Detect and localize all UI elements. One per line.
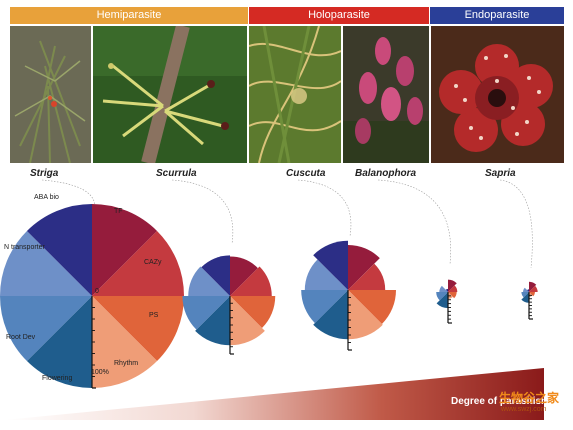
wedge-scurrula-root-dev [182, 296, 230, 330]
cuscuta-photo [249, 26, 341, 163]
axis-label-aba: ABA bio [34, 194, 59, 201]
wedge-sapria-aba-bio [527, 289, 529, 292]
wedge-balanophora-ps [448, 292, 457, 299]
axis-label-tf: TF [114, 208, 123, 215]
axis-label-zero: 0 [95, 288, 99, 295]
wedge-sapria-tf [529, 281, 537, 292]
species-label-striga: Striga [30, 168, 59, 179]
wedge-sapria-cazy [529, 285, 538, 292]
species-label-scurrula: Scurrula [156, 168, 197, 179]
leader-line-sapria [499, 179, 533, 268]
wedge-sapria-flowering [521, 292, 529, 303]
radial-chart-cuscuta [297, 179, 396, 351]
radial-chart-striga [0, 179, 184, 389]
scurrula-photo [93, 26, 247, 163]
wedge-scurrula-aba-bio [201, 255, 230, 296]
wedge-striga-n-transporter [0, 230, 92, 296]
category-label-endoparasite: Endoparasite [464, 9, 530, 21]
category-band-holoparasite: Holoparasite [249, 7, 429, 24]
wedge-cuscuta-aba-bio [313, 240, 348, 290]
wedge-sapria-n-transporter [523, 287, 529, 292]
wedge-cuscuta-cazy [348, 263, 386, 290]
wedge-scurrula-n-transporter [188, 266, 230, 296]
wedge-striga-cazy [92, 230, 184, 296]
species-label-balanophora: Balanophora [355, 168, 417, 179]
species-label-sapria: Sapria [485, 168, 516, 179]
sapria-photo [431, 26, 564, 163]
wedge-balanophora-rhythm [448, 292, 453, 299]
wedge-balanophora-aba-bio [445, 288, 448, 292]
balanophora-photo [343, 26, 429, 163]
wedge-balanophora-cazy [448, 285, 458, 292]
radial-chart-balanophora [377, 179, 458, 324]
wedge-striga-flowering [26, 296, 93, 388]
axis-label-rhythm: Rhythm [114, 360, 139, 367]
parasitism-gradient-bar [4, 368, 544, 420]
wedge-balanophora-flowering [436, 292, 448, 309]
wedge-scurrula-cazy [230, 266, 272, 296]
wedge-scurrula-ps [230, 296, 276, 328]
wedge-scurrula-rhythm [230, 296, 265, 346]
leader-line-striga [41, 179, 96, 214]
wedge-cuscuta-rhythm [348, 290, 383, 340]
wedge-balanophora-tf [448, 279, 457, 292]
striga-photo [10, 26, 91, 163]
wedge-balanophora-n-transporter [439, 285, 448, 292]
wedge-sapria-root-dev [521, 292, 529, 298]
leader-line-scurrula [171, 179, 234, 244]
category-band-hemiparasite: Hemiparasite [10, 7, 248, 24]
leader-line-balanophora [377, 179, 452, 265]
wedge-cuscuta-flowering [313, 290, 348, 340]
wedge-striga-root-dev [0, 296, 92, 362]
gradient-label: Degree of parasitism [451, 396, 550, 407]
axis-label-n-transporter: N transporter [4, 244, 45, 251]
category-label-hemiparasite: Hemiparasite [96, 9, 162, 21]
species-label-cuscuta: Cuscuta [286, 168, 326, 179]
wedge-striga-tf [92, 204, 158, 296]
wedge-striga-ps [92, 296, 184, 362]
axis-label-cazy: CAZy [144, 259, 162, 266]
axis-label-hundred: 100% [91, 369, 109, 376]
watermark-url: www.swzj.com [501, 406, 547, 413]
wedge-cuscuta-ps [348, 290, 396, 324]
radial-chart-scurrula [171, 179, 276, 355]
wedge-cuscuta-tf [348, 245, 380, 290]
wedge-balanophora-root-dev [436, 292, 448, 301]
axis-label-ps: PS [149, 312, 159, 319]
axis-label-root-dev: Root Dev [6, 334, 36, 341]
wedge-striga-aba-bio [26, 204, 93, 296]
wedge-striga-rhythm [92, 296, 158, 388]
watermark-text: 生物谷之家 [499, 391, 560, 405]
category-label-holoparasite: Holoparasite [308, 9, 370, 21]
category-band-endoparasite: Endoparasite [430, 7, 564, 24]
axis-label-flowering: Flowering [42, 375, 73, 382]
wedge-scurrula-flowering [195, 296, 230, 346]
radial-chart-sapria [499, 179, 538, 320]
leader-line-cuscuta [297, 179, 352, 237]
wedge-sapria-ps [529, 292, 535, 297]
wedge-scurrula-tf [230, 256, 258, 296]
wedge-cuscuta-n-transporter [304, 259, 348, 290]
wedge-cuscuta-root-dev [301, 290, 348, 324]
